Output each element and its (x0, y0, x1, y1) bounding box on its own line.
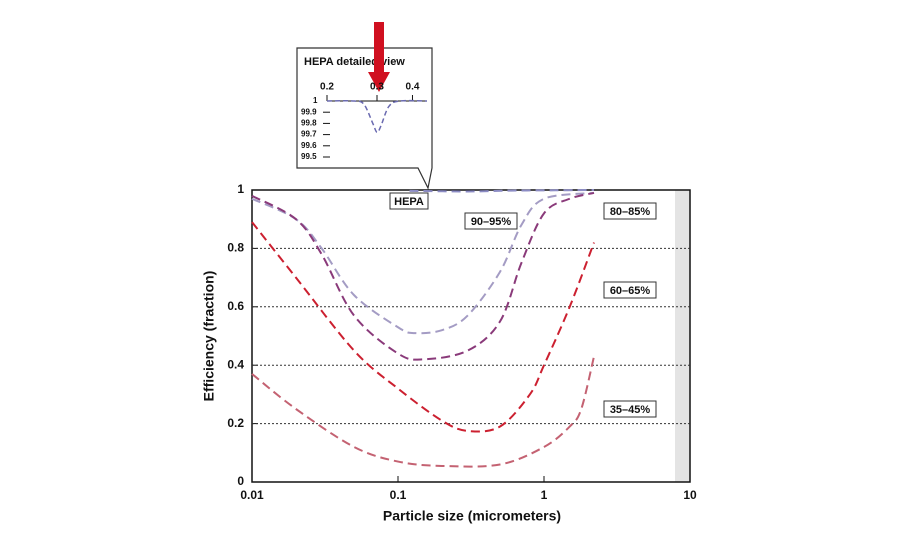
x-tick-label: 0.01 (240, 488, 264, 502)
y-tick-label: 0 (237, 474, 244, 488)
series-label-box (464, 212, 518, 230)
y-tick-label: 99.6 (301, 141, 317, 150)
series-label-box (389, 192, 429, 210)
series-label: 60–65% (610, 285, 651, 297)
series-line (409, 189, 595, 193)
y-tick-label: 0.2 (227, 416, 244, 430)
x-tick-label: 1 (541, 488, 548, 502)
series-label: HEPA (394, 196, 424, 208)
x-tick-label: 0.1 (390, 488, 407, 502)
y-tick-label: 1 (313, 96, 318, 105)
series-label: 90–95% (471, 216, 512, 228)
x-tick-label: 10 (683, 488, 697, 502)
series-label-box (603, 202, 657, 220)
inset-title: HEPA detailed view (304, 56, 405, 68)
series-line (326, 99, 428, 134)
series-line (251, 221, 595, 433)
y-axis-title: Efficiency (fraction) (201, 271, 217, 402)
series-label: 80–85% (610, 206, 651, 218)
plot-frame (251, 189, 691, 483)
y-tick-label: 0.6 (227, 299, 244, 313)
series-label-box (603, 400, 657, 418)
x-tick-label: 0.4 (406, 82, 420, 93)
y-tick-label: 0.4 (227, 357, 244, 371)
y-tick-label: 99.5 (301, 152, 317, 161)
y-tick-label: 99.7 (301, 130, 317, 139)
series-line (251, 191, 595, 361)
series-line (251, 356, 595, 468)
y-tick-label: 99.9 (301, 107, 317, 116)
series-line (251, 191, 595, 335)
series-label: 35–45% (610, 404, 651, 416)
shaded-band (675, 190, 690, 482)
pointer-arrow (368, 22, 390, 92)
x-tick-label: 0.3 (370, 82, 384, 93)
y-tick-label: 99.8 (301, 119, 317, 128)
x-tick-label: 0.2 (320, 82, 334, 93)
y-tick-label: 1 (237, 182, 244, 196)
x-axis-title: Particle size (micrometers) (383, 508, 561, 524)
y-tick-label: 0.8 (227, 241, 244, 255)
series-label-box (603, 281, 657, 299)
inset-callout (296, 47, 433, 190)
